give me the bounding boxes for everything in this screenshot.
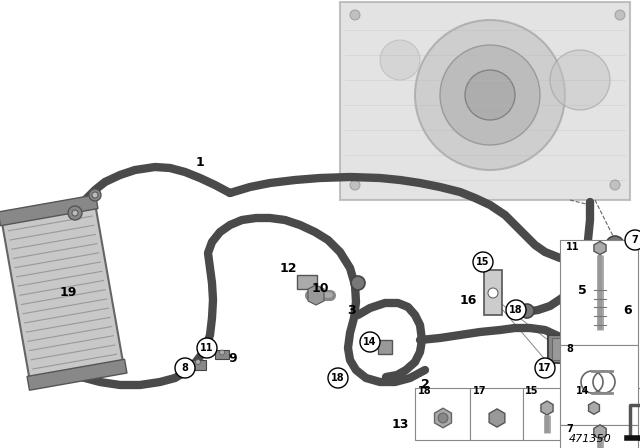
Polygon shape	[594, 425, 606, 439]
Bar	[548, 335, 583, 363]
Text: 471350: 471350	[568, 434, 611, 444]
Bar	[1, 198, 124, 387]
Text: 17: 17	[538, 363, 552, 373]
Text: 11: 11	[566, 242, 579, 252]
Text: 18: 18	[418, 386, 431, 396]
Text: 16: 16	[460, 293, 477, 306]
Circle shape	[610, 180, 620, 190]
Circle shape	[68, 206, 82, 220]
Circle shape	[89, 189, 101, 201]
Circle shape	[550, 50, 610, 110]
Circle shape	[72, 210, 78, 216]
Text: 8: 8	[182, 363, 188, 373]
Bar	[470, 388, 523, 440]
Bar	[620, 388, 640, 440]
Circle shape	[615, 10, 625, 20]
Circle shape	[328, 368, 348, 388]
Bar	[378, 340, 392, 354]
Circle shape	[195, 359, 200, 365]
Circle shape	[465, 70, 515, 120]
Polygon shape	[541, 401, 553, 415]
Polygon shape	[340, 2, 630, 200]
Circle shape	[175, 358, 195, 378]
Circle shape	[350, 10, 360, 20]
Text: 12: 12	[279, 262, 297, 275]
Text: 17: 17	[473, 386, 486, 396]
Circle shape	[380, 40, 420, 80]
Polygon shape	[308, 285, 324, 305]
Bar	[552, 338, 579, 360]
Circle shape	[535, 358, 555, 378]
Circle shape	[350, 180, 360, 190]
Bar	[0, 195, 98, 226]
Circle shape	[473, 252, 493, 272]
Polygon shape	[489, 409, 505, 427]
Circle shape	[506, 300, 526, 320]
Circle shape	[440, 45, 540, 145]
Circle shape	[351, 276, 365, 290]
Text: 15: 15	[525, 386, 538, 396]
Circle shape	[606, 236, 624, 254]
Bar	[415, 388, 470, 440]
Text: 14: 14	[576, 386, 589, 396]
Text: 7: 7	[632, 235, 638, 245]
Text: 5: 5	[578, 284, 586, 297]
Text: 9: 9	[228, 352, 237, 365]
Polygon shape	[589, 402, 600, 414]
Circle shape	[438, 413, 448, 423]
Text: 14: 14	[364, 337, 377, 347]
Circle shape	[625, 230, 640, 250]
Circle shape	[520, 304, 534, 318]
Circle shape	[597, 245, 613, 261]
Bar	[484, 270, 502, 315]
Bar	[215, 350, 229, 359]
Text: 2: 2	[420, 379, 429, 392]
Text: 18: 18	[509, 305, 523, 315]
Bar	[190, 360, 206, 370]
Circle shape	[92, 192, 98, 198]
Bar	[573, 388, 620, 440]
Text: 6: 6	[624, 303, 632, 316]
Circle shape	[220, 350, 225, 355]
Polygon shape	[594, 241, 606, 254]
Text: 7: 7	[566, 424, 573, 434]
Text: 18: 18	[331, 373, 345, 383]
Circle shape	[197, 338, 217, 358]
Polygon shape	[435, 408, 451, 428]
Text: 8: 8	[566, 344, 573, 354]
Bar	[560, 425, 638, 448]
Text: 3: 3	[348, 303, 356, 316]
Text: 13: 13	[391, 418, 409, 431]
Circle shape	[488, 288, 498, 298]
Bar	[27, 359, 127, 390]
Text: 15: 15	[476, 257, 490, 267]
Circle shape	[415, 20, 565, 170]
Bar	[523, 388, 573, 440]
Text: 11: 11	[200, 343, 214, 353]
Circle shape	[360, 332, 380, 352]
Text: 19: 19	[60, 285, 77, 298]
Bar	[560, 345, 638, 425]
Bar	[297, 275, 317, 289]
Text: 10: 10	[311, 281, 329, 294]
Text: 1: 1	[196, 156, 204, 169]
Bar	[560, 240, 638, 345]
